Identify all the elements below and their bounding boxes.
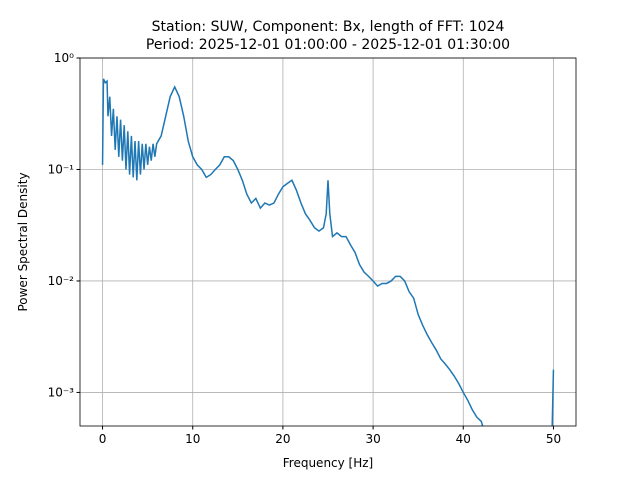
y-tick-label: 10⁰ — [54, 51, 74, 65]
x-tick-label: 20 — [275, 432, 290, 446]
x-tick-label: 10 — [185, 432, 200, 446]
y-tick-label: 10⁻³ — [48, 385, 75, 399]
y-axis-label: Power Spectral Density — [16, 172, 30, 311]
x-tick-label: 30 — [365, 432, 380, 446]
x-tick-label: 0 — [99, 432, 107, 446]
data-line — [101, 78, 555, 426]
chart-title: Station: SUW, Component: Bx, length of F… — [152, 19, 505, 35]
y-tick-label: 10⁻² — [48, 274, 75, 288]
x-axis-label: Frequency [Hz] — [283, 456, 374, 470]
chart-subtitle: Period: 2025-12-01 01:00:00 - 2025-12-01… — [146, 37, 510, 53]
plot-frame — [79, 57, 577, 427]
x-tick-label: 50 — [546, 432, 561, 446]
x-tick-label: 40 — [456, 432, 471, 446]
y-tick-label: 10⁻¹ — [48, 162, 75, 176]
